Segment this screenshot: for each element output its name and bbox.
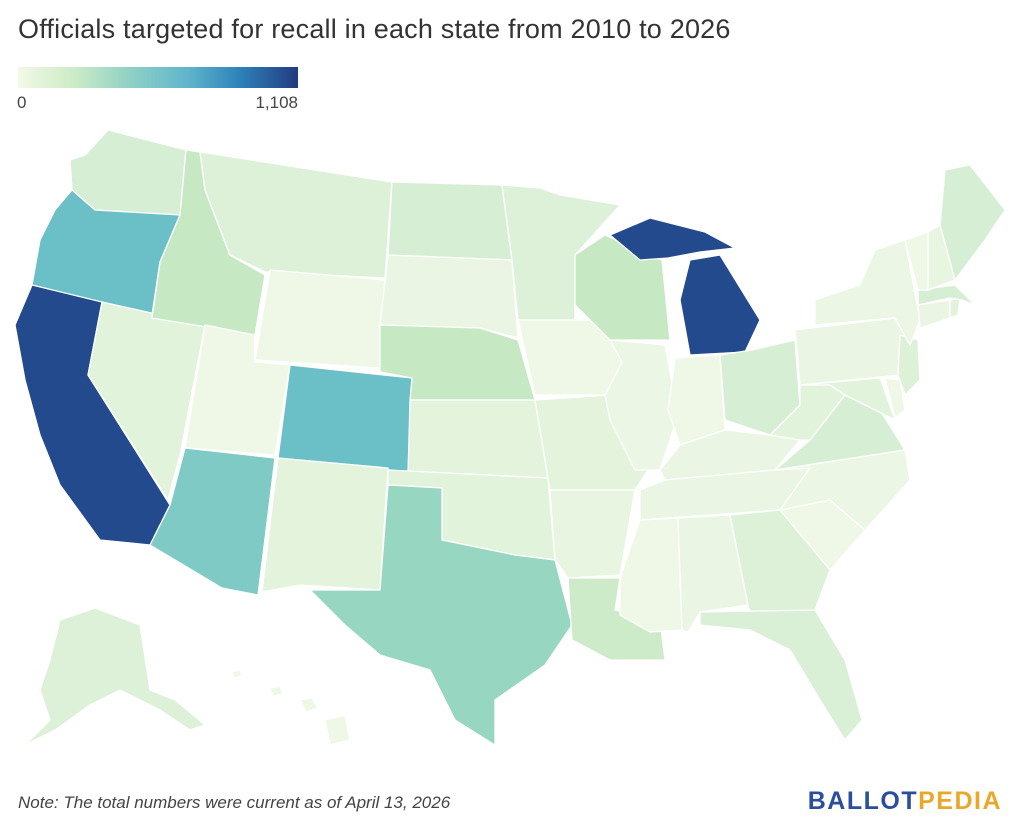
state-north-dakota[interactable] [387, 181, 513, 261]
state-louisiana[interactable] [567, 577, 666, 661]
state-florida[interactable] [699, 609, 863, 741]
state-wyoming[interactable] [254, 269, 386, 369]
state-delaware[interactable] [884, 377, 906, 419]
state-arkansas[interactable] [549, 489, 636, 579]
legend-min-label: 0 [17, 93, 27, 112]
state-kansas[interactable] [407, 399, 549, 479]
logo-part-pedia: PEDIA [918, 787, 1002, 815]
state-texas[interactable] [309, 484, 573, 746]
state-maryland[interactable] [799, 377, 896, 421]
state-mississippi[interactable] [619, 517, 683, 633]
state-new-jersey[interactable] [897, 334, 921, 396]
state-massachusetts[interactable] [917, 284, 976, 306]
state-indiana[interactable] [667, 354, 726, 446]
state-pennsylvania[interactable] [794, 317, 911, 386]
legend-max-label: 1,108 [255, 93, 298, 112]
state-colorado[interactable] [277, 364, 413, 473]
ballotpedia-logo[interactable]: BALLOTPEDIA [808, 787, 1002, 816]
state-north-carolina[interactable] [774, 449, 911, 531]
state-washington[interactable] [69, 129, 187, 216]
state-illinois[interactable] [604, 339, 679, 471]
state-rhode-island[interactable] [949, 297, 961, 319]
map-title: Officials targeted for recall in each st… [18, 14, 731, 44]
state-new-mexico[interactable] [261, 457, 389, 593]
state-south-dakota[interactable] [379, 254, 519, 339]
state-arizona[interactable] [149, 447, 276, 596]
state-hawaii[interactable] [231, 669, 351, 746]
state-maine[interactable] [939, 164, 1006, 281]
logo-part-ballot: BALLOT [807, 787, 919, 815]
state-wisconsin[interactable] [574, 234, 671, 341]
state-alaska[interactable] [24, 607, 206, 746]
footnote: Note: The total numbers were current as … [18, 793, 451, 812]
legend-color-scale [18, 67, 298, 88]
